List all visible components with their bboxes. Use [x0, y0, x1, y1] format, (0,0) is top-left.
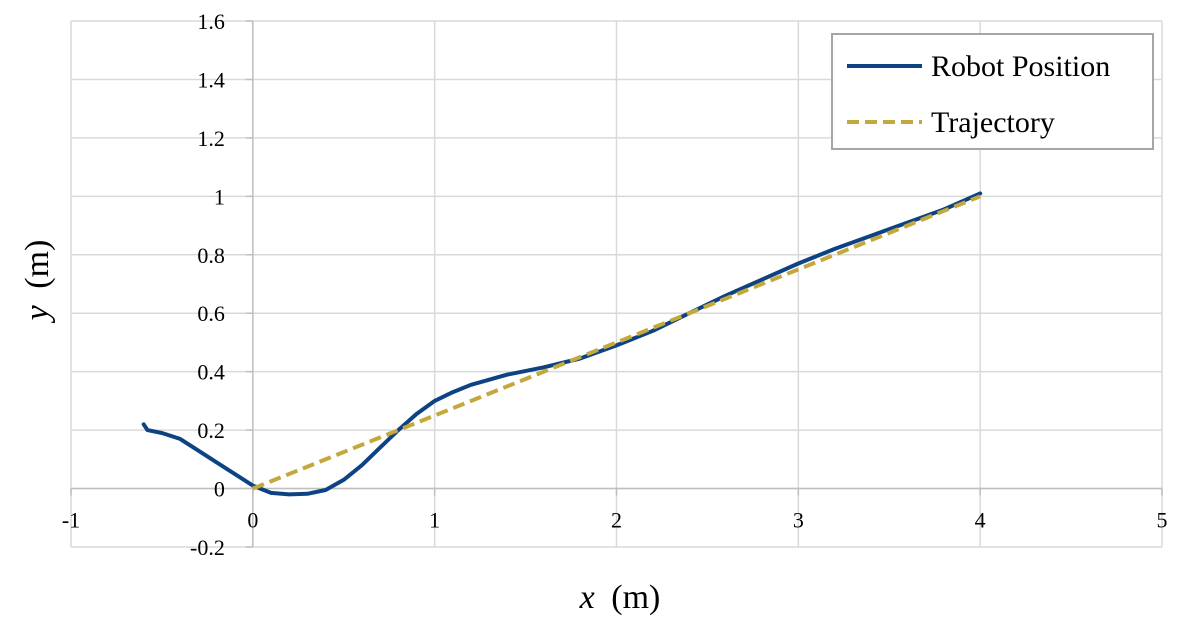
y-axis-title: y (m): [19, 240, 56, 324]
y-tick-label: 0: [214, 477, 225, 502]
y-tick-label: 1.4: [197, 67, 225, 92]
legend-label-robot-position: Robot Position: [931, 50, 1110, 83]
x-tick-label: 1: [429, 508, 440, 533]
y-tick-label: 0.2: [197, 418, 225, 443]
series-line-robot-position: [141, 191, 983, 497]
y-tick-label: 1.2: [197, 126, 225, 151]
x-tick-label: 5: [1157, 508, 1168, 533]
x-tick-label: -1: [62, 508, 80, 533]
series-line-trajectory: [252, 194, 981, 491]
x-tick-label: 0: [247, 508, 258, 533]
y-tick-label: 1: [214, 184, 225, 209]
y-axis-variable: y: [19, 304, 56, 323]
legend-label-trajectory: Trajectory: [931, 106, 1055, 139]
x-tick-label: 4: [975, 508, 986, 533]
y-tick-label: 1.6: [197, 9, 225, 34]
legend: Robot Position Trajectory: [831, 33, 1154, 150]
y-axis-unit: (m): [19, 240, 56, 289]
x-tick-labels: -1 0 1 2 3 4 5: [62, 508, 1168, 533]
y-tick-label: -0.2: [190, 535, 225, 560]
legend-box: [831, 33, 1154, 150]
y-tick-label: 0.8: [197, 243, 225, 268]
y-tick-labels: -0.2 0 0.2 0.4 0.6 0.8 1 1.2 1.4 1.6: [190, 9, 225, 560]
y-tick-label: 0.4: [197, 360, 225, 385]
x-tick-label: 3: [793, 508, 804, 533]
x-tick-label: 2: [611, 508, 622, 533]
series-lines: [141, 191, 983, 497]
x-axis-variable: x: [579, 579, 595, 616]
x-axis-unit: (m): [611, 579, 660, 616]
y-tick-label: 0.6: [197, 301, 225, 326]
x-axis-title: x (m): [579, 579, 661, 616]
